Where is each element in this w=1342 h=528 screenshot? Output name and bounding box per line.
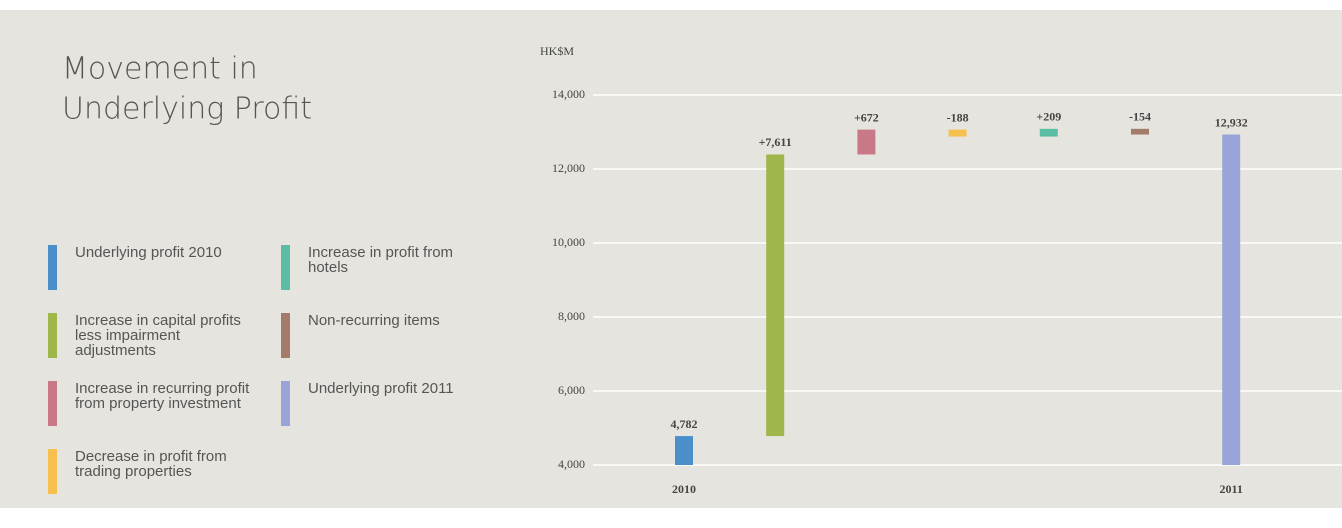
value-label: -154 (1129, 110, 1151, 124)
bar (766, 154, 785, 437)
y-tick-label: 6,000 (558, 383, 585, 397)
value-label: +209 (1036, 110, 1061, 124)
y-tick-label: 14,000 (552, 87, 585, 101)
bar (1131, 128, 1149, 135)
value-label: -188 (947, 110, 969, 124)
bar (857, 129, 876, 155)
value-label: 12,932 (1215, 115, 1248, 129)
value-label: 4,782 (671, 417, 698, 431)
y-tick-label: 10,000 (552, 235, 585, 249)
legend-swatch (48, 381, 57, 426)
x-tick-label: 2010 (672, 482, 696, 496)
bar (675, 436, 693, 465)
legend-swatch (48, 245, 57, 290)
legend-swatch (48, 449, 57, 494)
legend-swatch (281, 245, 290, 290)
value-label: +672 (854, 110, 879, 124)
value-label: +7,611 (759, 135, 792, 149)
y-tick-label: 8,000 (558, 309, 585, 323)
y-tick-label: 12,000 (552, 161, 585, 175)
legend-label: Increase in recurring profit from proper… (75, 380, 250, 412)
chart-title: Underlying Profit (62, 92, 312, 127)
unit-label: HK$M (540, 44, 574, 58)
legend-label: Decrease in profit from trading properti… (75, 448, 227, 480)
x-tick-label: 2011 (1220, 482, 1243, 496)
bar (1039, 128, 1058, 137)
legend-swatch (281, 381, 290, 426)
bar (1222, 134, 1241, 466)
y-tick-label: 4,000 (558, 457, 585, 471)
bar (948, 129, 967, 137)
legend-label: Increase in capital profits less impairm… (75, 312, 241, 359)
background (0, 10, 1342, 508)
legend-label: Increase in profit from hotels (308, 244, 454, 276)
legend-label: Underlying profit 2010 (75, 244, 222, 261)
legend-swatch (281, 313, 290, 358)
legend-label: Underlying profit 2011 (308, 380, 454, 397)
chart-title: Movement in (62, 52, 258, 87)
legend-swatch (48, 313, 57, 358)
legend-label: Non-recurring items (308, 312, 440, 329)
